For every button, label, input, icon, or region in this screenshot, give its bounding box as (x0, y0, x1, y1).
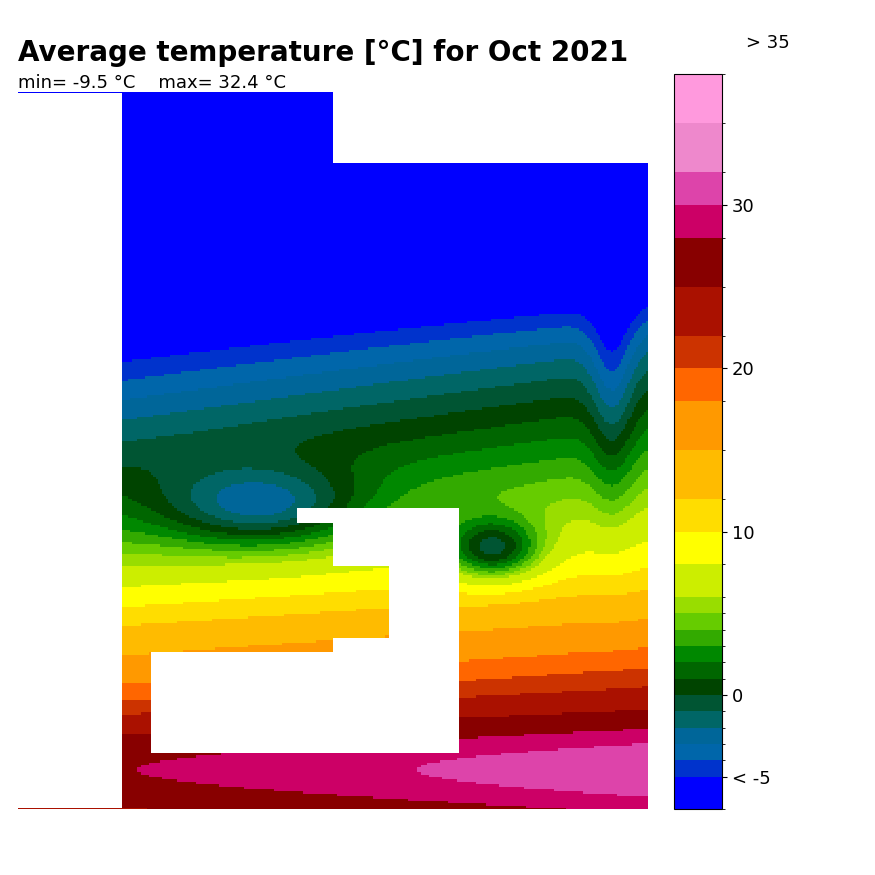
Text: Average temperature [°C] for Oct 2021: Average temperature [°C] for Oct 2021 (18, 39, 627, 67)
Text: min= -9.5 °C    max= 32.4 °C: min= -9.5 °C max= 32.4 °C (18, 74, 285, 93)
Text: > 35: > 35 (746, 34, 790, 52)
